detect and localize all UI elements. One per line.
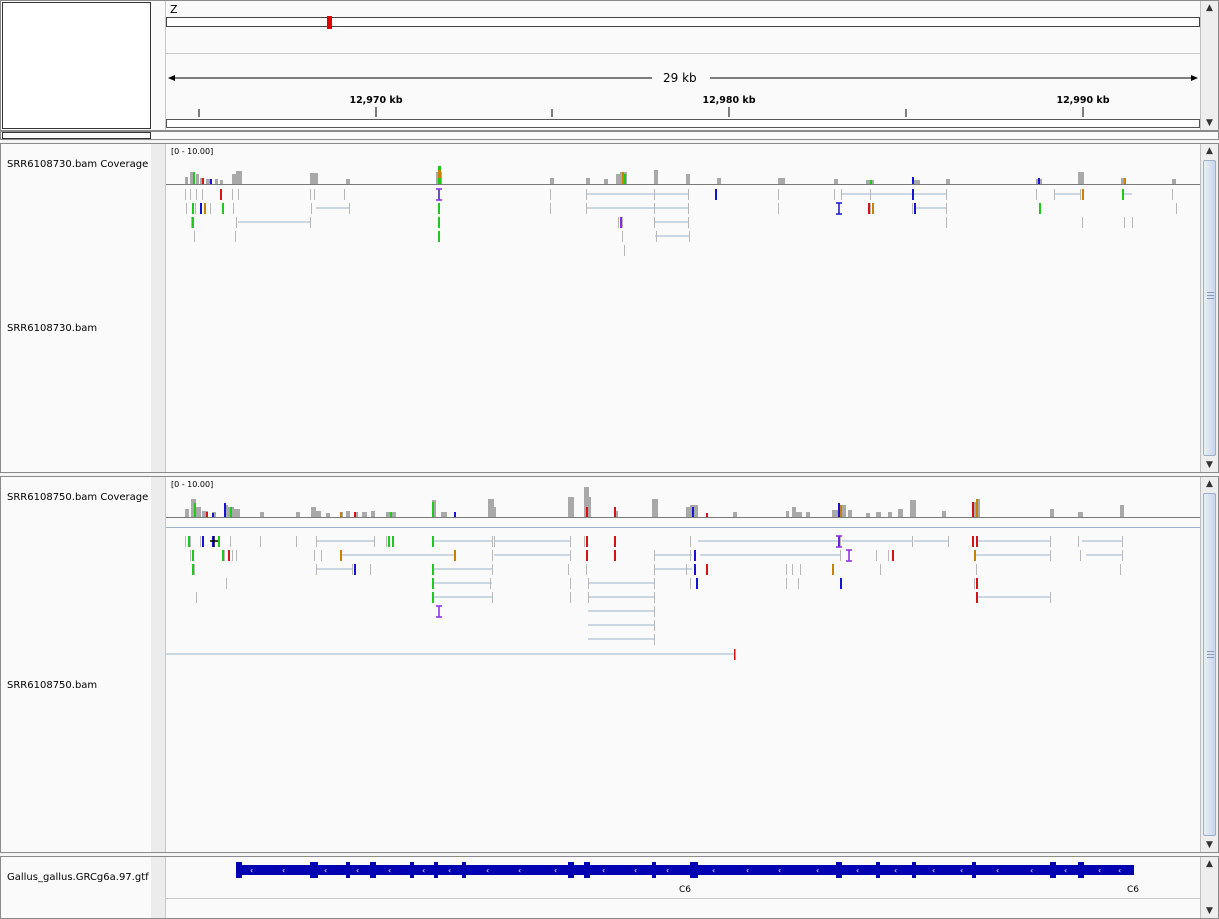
- track-data-feature[interactable]: ‹ ‹ ‹ ‹ ‹ ‹ ‹ ‹ ‹ ‹ ‹ ‹ ‹ ‹ ‹ ‹ ‹ ‹ ‹ ‹ ‹ ‹ ‹ ‹ ‹ ‹ C6 C6: [165, 857, 1200, 918]
- track-data-1[interactable]: [0 - 10.00]: [165, 144, 1200, 472]
- scroll-down-icon[interactable]: ▼: [1206, 460, 1213, 470]
- svg-text:‹: ‹: [894, 866, 897, 875]
- chromosome-label: Z: [170, 3, 178, 16]
- attribute-strip-1: [151, 144, 165, 472]
- tick-label-1: 12,970 kb: [349, 95, 403, 106]
- svg-text:‹: ‹: [712, 866, 715, 875]
- feature-panel: Gallus_gallus.GRCg6a.97.gtf ‹ ‹ ‹ ‹ ‹ ‹ ‹ ‹ ‹ ‹…: [0, 856, 1219, 919]
- svg-text:‹: ‹: [388, 866, 391, 875]
- svg-text:‹: ‹: [816, 866, 819, 875]
- track-data-2[interactable]: [0 - 10.00]: [165, 477, 1200, 852]
- tick-label-3: 12,990 kb: [1056, 95, 1110, 106]
- svg-text:‹: ‹: [1098, 866, 1101, 875]
- header-panel: Z 29 kb 12,970 kb 12,980 kb 12,990 kb ▲ …: [0, 0, 1219, 131]
- svg-text:‹: ‹: [778, 866, 781, 875]
- gene-label-2: C6: [1127, 885, 1140, 895]
- feature-scrollbar[interactable]: ▲ ▼: [1200, 857, 1218, 918]
- grip-line: [1207, 295, 1214, 296]
- data-panel-2: SRR6108750.bam Coverage SRR6108750.bam […: [0, 476, 1219, 853]
- svg-text:‹: ‹: [960, 866, 963, 875]
- data-panel-1: SRR6108730.bam Coverage SRR6108730.bam […: [0, 143, 1219, 473]
- scroll-up-icon[interactable]: ▲: [1206, 3, 1213, 13]
- name-panel-2: SRR6108750.bam Coverage SRR6108750.bam: [1, 477, 151, 852]
- coverage-track-2: [166, 487, 1200, 528]
- svg-text:‹: ‹: [554, 866, 557, 875]
- span-arrow: [168, 75, 1198, 117]
- span-label: 29 kb: [663, 71, 697, 85]
- scroll-up-icon[interactable]: ▲: [1206, 479, 1213, 489]
- track-name-alignment-2[interactable]: SRR6108750.bam: [7, 680, 98, 691]
- name-header-blank: [2, 2, 151, 129]
- gene-label-1: C6: [679, 885, 692, 895]
- alignment-track-1: [185, 188, 1177, 256]
- name-panel-feature: Gallus_gallus.GRCg6a.97.gtf: [1, 857, 151, 918]
- alignment-track-2: [166, 535, 1123, 660]
- svg-text:‹: ‹: [448, 866, 451, 875]
- svg-text:‹: ‹: [602, 866, 605, 875]
- track-name-coverage-1[interactable]: SRR6108730.bam Coverage: [7, 159, 149, 170]
- attribute-strip-3: [151, 857, 165, 918]
- svg-text:‹: ‹: [746, 866, 749, 875]
- coverage-track-1: [166, 166, 1200, 185]
- svg-text:‹: ‹: [250, 866, 253, 875]
- scroll-down-icon[interactable]: ▼: [1206, 118, 1213, 128]
- svg-text:‹: ‹: [1030, 866, 1033, 875]
- scroll-down-icon[interactable]: ▼: [1206, 840, 1213, 850]
- svg-text:‹: ‹: [1064, 866, 1067, 875]
- grip-line: [1207, 292, 1214, 293]
- scroll-thumb[interactable]: [1203, 160, 1216, 456]
- sequence-row: [0, 131, 1219, 140]
- ruler-divider: [166, 53, 1200, 54]
- svg-text:‹: ‹: [666, 866, 669, 875]
- scroll-up-icon[interactable]: ▲: [1206, 859, 1213, 869]
- name-panel-1: SRR6108730.bam Coverage SRR6108730.bam: [1, 144, 151, 472]
- svg-text:‹: ‹: [634, 866, 637, 875]
- svg-text:‹: ‹: [1118, 866, 1121, 875]
- svg-text:‹: ‹: [356, 866, 359, 875]
- ruler-bottom-bar: [166, 119, 1200, 128]
- grip-line: [1207, 298, 1214, 299]
- track-name-coverage-2[interactable]: SRR6108750.bam Coverage: [7, 492, 149, 503]
- sequence-name-cell: [2, 132, 151, 139]
- ruler-area[interactable]: Z 29 kb 12,970 kb 12,980 kb 12,990 kb: [165, 1, 1200, 130]
- svg-text:‹: ‹: [996, 866, 999, 875]
- track-name-alignment-1[interactable]: SRR6108730.bam: [7, 323, 98, 334]
- svg-text:‹: ‹: [518, 866, 521, 875]
- panel-1-scrollbar[interactable]: ▲ ▼: [1200, 144, 1218, 472]
- svg-text:‹: ‹: [422, 866, 425, 875]
- panel-2-scrollbar[interactable]: ▲ ▼: [1200, 477, 1218, 852]
- svg-text:‹: ‹: [282, 866, 285, 875]
- grip-line: [1207, 657, 1214, 658]
- svg-text:‹: ‹: [932, 866, 935, 875]
- chromosome-ideogram[interactable]: [166, 17, 1200, 27]
- svg-text:‹: ‹: [856, 866, 859, 875]
- header-scrollbar[interactable]: ▲ ▼: [1200, 1, 1218, 130]
- track-name-gtf[interactable]: Gallus_gallus.GRCg6a.97.gtf: [7, 872, 149, 883]
- scroll-thumb[interactable]: [1203, 493, 1216, 836]
- tick-label-2: 12,980 kb: [702, 95, 756, 106]
- svg-text:‹: ‹: [324, 866, 327, 875]
- grip-line: [1207, 651, 1214, 652]
- gene-model: ‹ ‹ ‹ ‹ ‹ ‹ ‹ ‹ ‹ ‹ ‹ ‹ ‹ ‹ ‹ ‹ ‹ ‹ ‹ ‹ ‹ ‹ ‹ ‹ ‹ ‹: [166, 862, 1200, 899]
- attribute-strip-2: [151, 477, 165, 852]
- coverage-range-2: [0 - 10.00]: [171, 480, 214, 489]
- scroll-down-icon[interactable]: ▼: [1206, 906, 1213, 916]
- current-region-marker[interactable]: [327, 16, 332, 29]
- coverage-range-1: [0 - 10.00]: [171, 147, 214, 156]
- scroll-up-icon[interactable]: ▲: [1206, 146, 1213, 156]
- grip-line: [1207, 654, 1214, 655]
- svg-text:‹: ‹: [486, 866, 489, 875]
